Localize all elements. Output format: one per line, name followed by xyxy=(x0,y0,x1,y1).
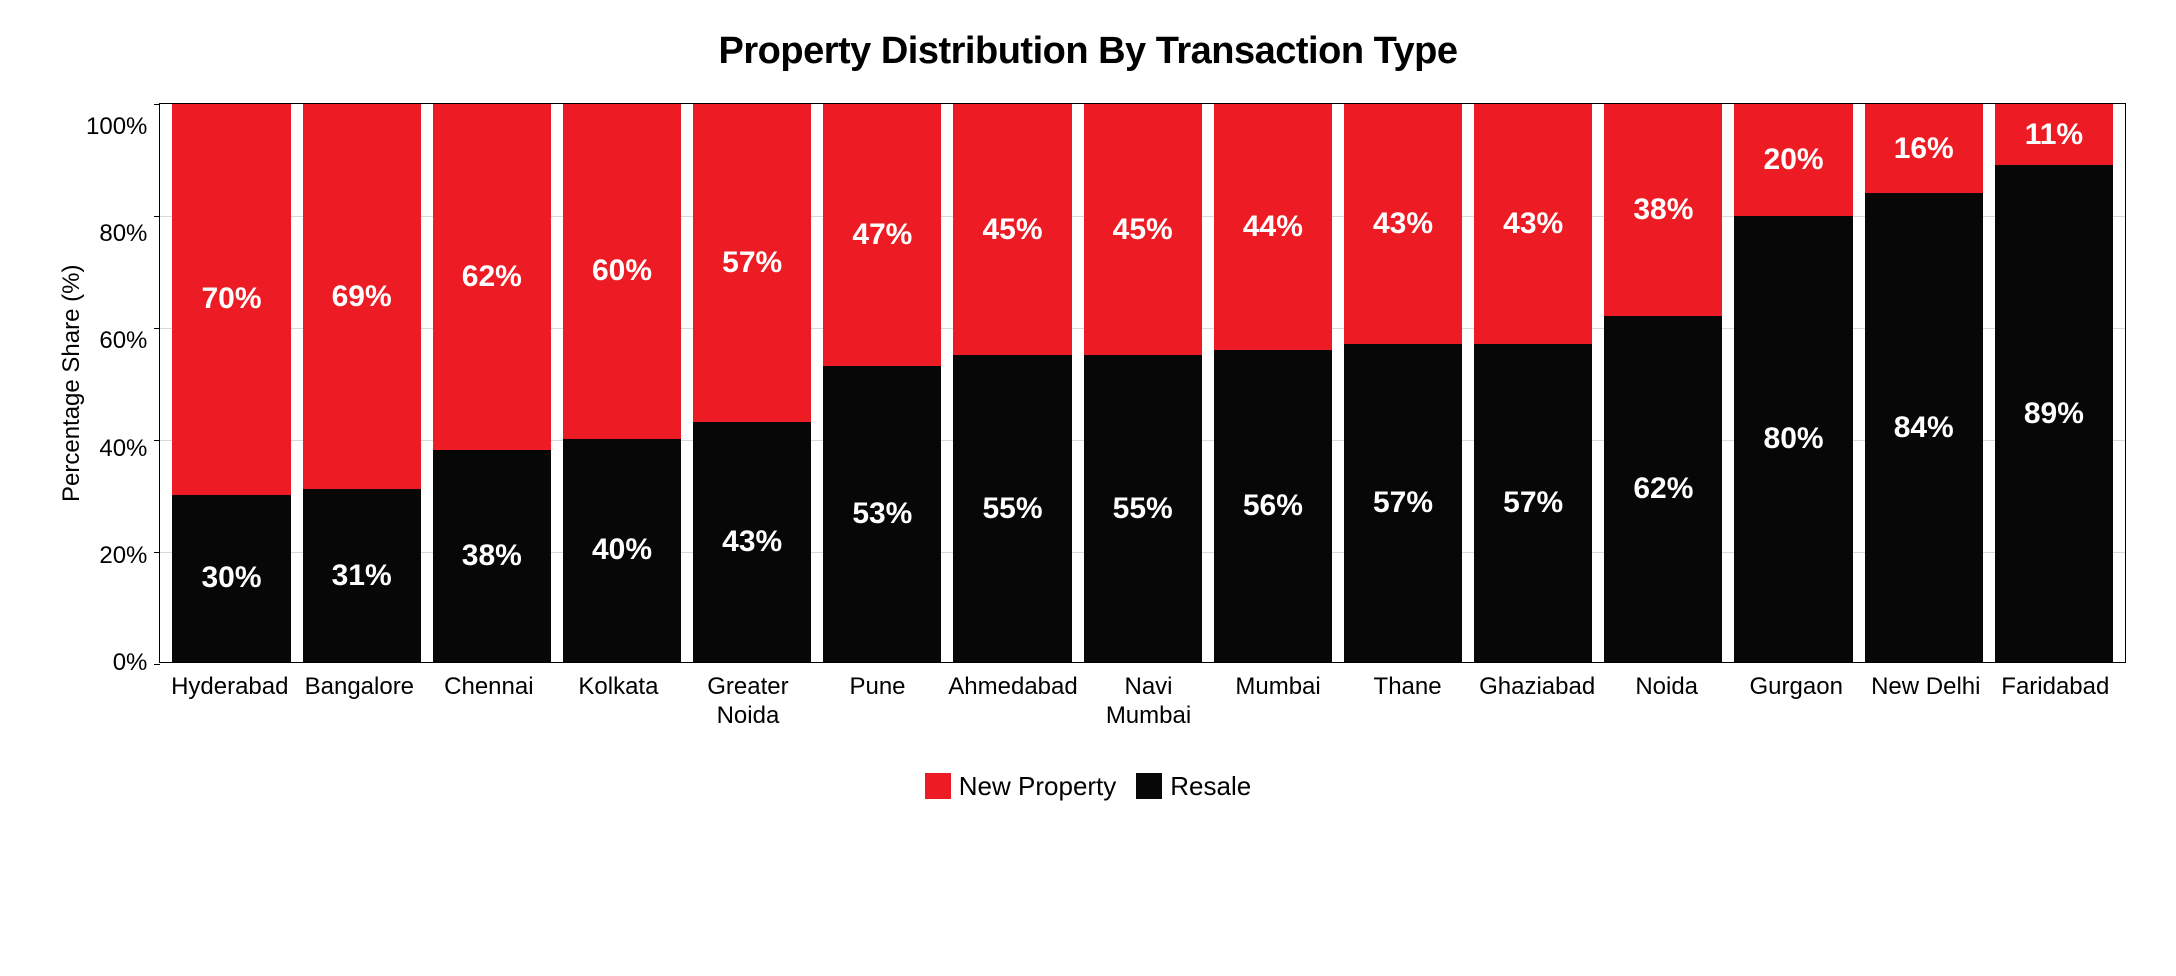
y-tick: 100% xyxy=(86,115,147,139)
bar-segment-resale: 57% xyxy=(1474,344,1592,662)
bar-segment-resale: 55% xyxy=(1084,355,1202,662)
bar-segment-new: 57% xyxy=(693,104,811,422)
bar-segment-new: 44% xyxy=(1214,104,1332,350)
plot-area: 70%30%69%31%62%38%60%40%57%43%47%53%45%5… xyxy=(159,103,2126,663)
bar-segment-resale: 56% xyxy=(1214,350,1332,662)
bar-segment-new: 20% xyxy=(1734,104,1852,216)
bar-segment-new: 43% xyxy=(1344,104,1462,344)
bar-segment-resale: 43% xyxy=(693,422,811,662)
y-axis: 100%80%60%40%20%0% xyxy=(86,103,159,663)
y-tick: 60% xyxy=(86,329,147,353)
legend-swatch xyxy=(1136,773,1162,799)
y-axis-label: Percentage Share (%) xyxy=(50,103,86,663)
bar-group: 43%57% xyxy=(1344,104,1462,662)
y-tick-mark xyxy=(154,104,160,105)
x-labels-container: HyderabadBangaloreChennaiKolkataGreater … xyxy=(50,663,2126,731)
x-tick-label: Chennai xyxy=(430,673,548,731)
y-tick-mark xyxy=(154,328,160,329)
bar-group: 57%43% xyxy=(693,104,811,662)
y-tick: 80% xyxy=(86,222,147,246)
bar-group: 11%89% xyxy=(1995,104,2113,662)
bar-group: 45%55% xyxy=(1084,104,1202,662)
chart-title: Property Distribution By Transaction Typ… xyxy=(50,30,2126,73)
y-tick-mark xyxy=(154,552,160,553)
legend: New Property Resale xyxy=(50,771,2126,802)
x-tick-label: Navi Mumbai xyxy=(1090,673,1208,731)
bar-group: 20%80% xyxy=(1734,104,1852,662)
bar-segment-new: 70% xyxy=(172,104,290,495)
bar-group: 62%38% xyxy=(433,104,551,662)
x-tick-label: Pune xyxy=(819,673,937,731)
y-tick-mark xyxy=(154,440,160,441)
x-tick-label: New Delhi xyxy=(1867,673,1985,731)
bar-group: 45%55% xyxy=(953,104,1071,662)
plot-wrapper: Percentage Share (%) 100%80%60%40%20%0% … xyxy=(50,103,2126,663)
bar-group: 70%30% xyxy=(172,104,290,662)
x-tick-label: Mumbai xyxy=(1219,673,1337,731)
bar-segment-resale: 84% xyxy=(1865,193,1983,662)
y-tick-mark xyxy=(154,216,160,217)
bar-segment-resale: 57% xyxy=(1344,344,1462,662)
y-tick-mark xyxy=(154,664,160,665)
bar-group: 16%84% xyxy=(1865,104,1983,662)
y-tick: 0% xyxy=(86,651,147,675)
x-tick-label: Greater Noida xyxy=(689,673,807,731)
bar-segment-new: 38% xyxy=(1604,104,1722,316)
bar-segment-new: 45% xyxy=(953,104,1071,355)
bar-segment-new: 62% xyxy=(433,104,551,450)
x-tick-label: Ahmedabad xyxy=(948,673,1077,731)
bar-segment-new: 16% xyxy=(1865,104,1983,193)
legend-label: New Property xyxy=(959,771,1117,802)
legend-swatch xyxy=(925,773,951,799)
bar-segment-new: 43% xyxy=(1474,104,1592,344)
legend-label: Resale xyxy=(1170,771,1251,802)
bar-segment-resale: 55% xyxy=(953,355,1071,662)
x-tick-label: Thane xyxy=(1349,673,1467,731)
bar-group: 44%56% xyxy=(1214,104,1332,662)
bar-segment-new: 45% xyxy=(1084,104,1202,355)
bar-group: 69%31% xyxy=(303,104,421,662)
bar-segment-resale: 89% xyxy=(1995,165,2113,662)
chart-container: Property Distribution By Transaction Typ… xyxy=(50,30,2126,946)
bar-segment-resale: 40% xyxy=(563,439,681,662)
x-tick-label: Bangalore xyxy=(301,673,419,731)
bar-segment-new: 47% xyxy=(823,104,941,366)
bar-segment-new: 60% xyxy=(563,104,681,439)
x-tick-label: Kolkata xyxy=(560,673,678,731)
bar-segment-resale: 31% xyxy=(303,489,421,662)
x-tick-label: Gurgaon xyxy=(1737,673,1855,731)
bar-segment-resale: 38% xyxy=(433,450,551,662)
bar-segment-resale: 30% xyxy=(172,495,290,662)
y-tick: 20% xyxy=(86,544,147,568)
bar-group: 38%62% xyxy=(1604,104,1722,662)
bar-segment-resale: 80% xyxy=(1734,216,1852,662)
bar-group: 60%40% xyxy=(563,104,681,662)
bar-segment-resale: 53% xyxy=(823,366,941,662)
x-tick-label: Faridabad xyxy=(1997,673,2115,731)
bar-group: 47%53% xyxy=(823,104,941,662)
bar-group: 43%57% xyxy=(1474,104,1592,662)
y-tick: 40% xyxy=(86,437,147,461)
bar-segment-new: 11% xyxy=(1995,104,2113,165)
x-tick-label: Noida xyxy=(1608,673,1726,731)
legend-item: Resale xyxy=(1136,771,1251,802)
x-tick-label: Ghaziabad xyxy=(1478,673,1596,731)
bar-segment-new: 69% xyxy=(303,104,421,489)
x-axis-labels: HyderabadBangaloreChennaiKolkataGreater … xyxy=(159,663,2126,731)
x-tick-label: Hyderabad xyxy=(171,673,289,731)
legend-item: New Property xyxy=(925,771,1117,802)
bar-segment-resale: 62% xyxy=(1604,316,1722,662)
